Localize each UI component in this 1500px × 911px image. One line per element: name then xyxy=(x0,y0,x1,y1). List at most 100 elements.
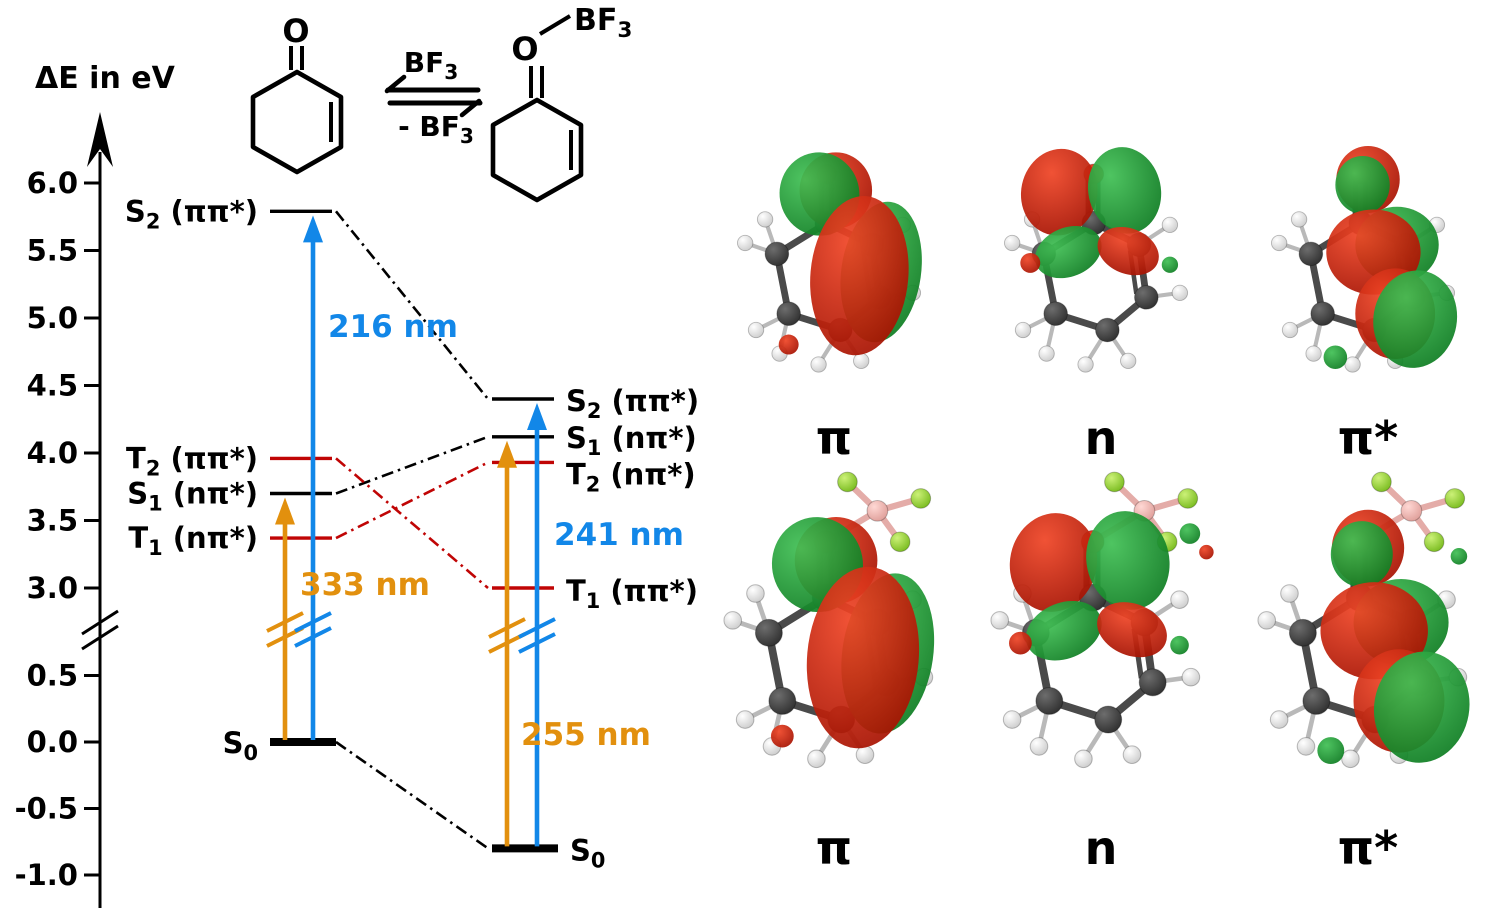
orbital-lobes xyxy=(1317,509,1470,764)
hydrogen-atom xyxy=(1281,321,1299,339)
orbital-lobes xyxy=(1020,147,1179,279)
arrowhead xyxy=(497,440,517,468)
orbital-lobe xyxy=(1087,147,1162,234)
orbital-lobe xyxy=(1009,513,1098,612)
orbital-lobe xyxy=(1009,631,1032,655)
y-axis-title: ΔE in eV xyxy=(35,61,176,96)
orbital-lobe xyxy=(1035,225,1102,279)
hydrogen-atom xyxy=(1269,710,1289,729)
tick-label: -0.5 xyxy=(15,792,78,826)
carbon-atom xyxy=(1298,241,1324,267)
hydrogen-atom xyxy=(746,584,765,603)
orbital-image-n-bf3-complex xyxy=(990,471,1214,769)
wavelength-label: 241 nm xyxy=(554,517,684,553)
hydrogen-atom xyxy=(1290,211,1308,228)
orbital-lobe xyxy=(1097,602,1167,658)
orbital-lobe xyxy=(806,566,920,749)
hydrogen-atom xyxy=(807,749,826,769)
hydrogen-atom xyxy=(1014,321,1032,339)
arrow-break-mark xyxy=(518,617,556,639)
orbital-grid: π n π* π n π* xyxy=(700,0,1500,911)
orbital-image-n-cyclohexenone xyxy=(1003,147,1189,373)
tick-label: 0.0 xyxy=(27,725,78,759)
carbon-atom xyxy=(1043,301,1068,326)
orbital-lobe xyxy=(1450,548,1468,565)
hydrogen-atom xyxy=(1305,345,1322,362)
orbital-image-pi-cyclohexenone xyxy=(736,152,922,373)
hydrogen-atom xyxy=(735,710,755,729)
orbital-image-pi-bf3-complex xyxy=(723,471,935,769)
arrowhead xyxy=(527,403,547,430)
orbital-lobes xyxy=(770,517,935,749)
fluorine-atom xyxy=(1177,488,1199,509)
correlation-line-T1 xyxy=(335,461,489,540)
orbital-lobes xyxy=(778,152,922,356)
orbital-label: π xyxy=(815,821,853,875)
tick-label: 3.5 xyxy=(27,504,78,538)
hydrogen-atom xyxy=(756,211,774,228)
orbital-image-pistar-bf3-complex xyxy=(1257,471,1470,769)
hydrogen-atom xyxy=(1120,352,1137,370)
boron-atom xyxy=(866,499,889,522)
orbital-lobe xyxy=(1097,227,1159,276)
fluorine-atom xyxy=(1104,471,1125,493)
orbital-cell: π* xyxy=(1236,462,1500,872)
carbon-atom xyxy=(776,301,801,326)
state-label: T1 (nπ*) xyxy=(128,521,258,560)
orbital-lobe xyxy=(1330,521,1393,588)
hydrogen-atom xyxy=(1341,749,1360,769)
tick-label: 4.0 xyxy=(27,436,78,470)
o-bf3-bond xyxy=(538,14,572,36)
orbital-lobe xyxy=(1020,252,1041,273)
hydrogen-atom xyxy=(1074,749,1093,769)
orbital-cell: n xyxy=(969,462,1233,872)
correlation-line-T2 xyxy=(335,457,489,589)
state-label: T2 (nπ*) xyxy=(566,457,696,496)
wavelength-label: 333 nm xyxy=(300,567,430,603)
fluorine-atom xyxy=(837,471,858,493)
hydrogen-atom xyxy=(1002,710,1022,729)
hydrogen-atom xyxy=(1270,234,1288,252)
equilibrium-arrow-top-barb xyxy=(384,74,407,94)
y-axis-arrowhead xyxy=(87,112,113,167)
fluorine-atom xyxy=(1371,471,1392,493)
carbon-atom xyxy=(1095,317,1120,343)
carbon-atom xyxy=(1310,301,1335,326)
carbon-atom xyxy=(1302,687,1331,715)
hydrogen-atom xyxy=(1122,745,1142,764)
hydrogen-atom xyxy=(855,745,875,764)
orbital-lobe xyxy=(1199,544,1214,560)
axis-break-mark xyxy=(81,609,119,636)
state-label: T2 (ππ*) xyxy=(126,441,258,480)
fluorine-atom xyxy=(1423,531,1445,553)
hydrogen-atom xyxy=(1280,584,1299,603)
arrow-break-mark xyxy=(518,632,556,654)
tick-label: -1.0 xyxy=(15,858,78,892)
fluorine-atom xyxy=(910,488,932,509)
hydrogen-atom xyxy=(810,356,827,373)
carbon-atom xyxy=(1134,285,1159,310)
tick-label: 6.0 xyxy=(27,166,78,200)
correlation-line-S1 xyxy=(335,435,489,495)
tick-label: 5.5 xyxy=(27,234,78,268)
orbital-cell: π* xyxy=(1236,136,1500,462)
state-label: S2 (ππ*) xyxy=(566,384,699,423)
orbital-lobe xyxy=(1020,148,1098,236)
hydrogen-atom xyxy=(1181,667,1201,687)
orbital-cell: π xyxy=(702,136,966,462)
arrow-break-mark xyxy=(266,611,304,633)
hydrogen-atom xyxy=(990,611,1010,630)
correlation-line-S2 xyxy=(334,210,490,400)
state-label: S1 (nπ*) xyxy=(127,477,258,516)
arrow-break-mark xyxy=(294,611,332,633)
carbon-atom xyxy=(1035,687,1064,715)
hydrogen-atom xyxy=(1171,284,1189,302)
hydrogen-atom xyxy=(1257,611,1277,630)
axis-break-mark xyxy=(81,624,119,651)
hydrogen-atom xyxy=(853,352,870,370)
carbon-atom xyxy=(1288,618,1317,647)
hydrogen-atom xyxy=(1077,356,1094,373)
hydrogen-atom xyxy=(736,234,754,252)
state-label: S0 xyxy=(223,726,258,765)
